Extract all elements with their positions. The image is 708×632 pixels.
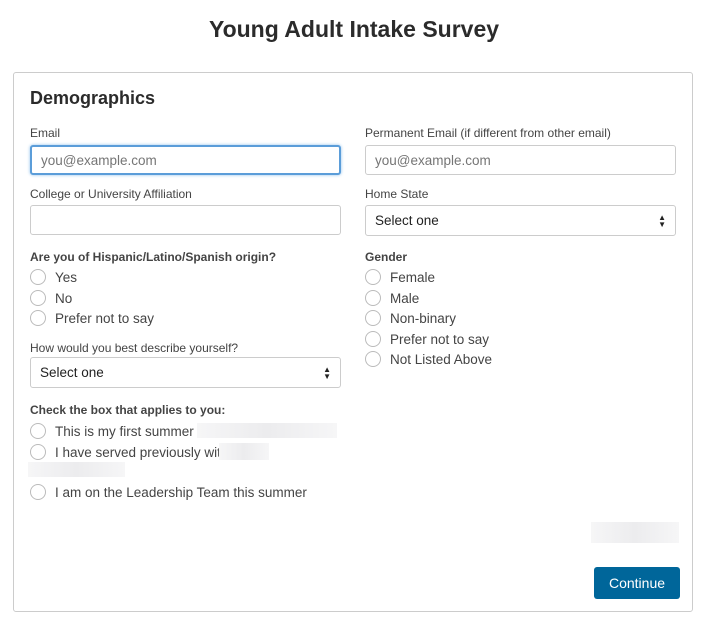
- college-input[interactable]: [30, 205, 341, 235]
- option-label: Not Listed Above: [390, 351, 493, 367]
- gender-option-female[interactable]: Female: [365, 269, 435, 285]
- hispanic-label: Are you of Hispanic/Latino/Spanish origi…: [30, 250, 277, 264]
- applies-option-leadership[interactable]: I am on the Leadership Team this summer: [30, 484, 307, 500]
- permanent-email-label: Permanent Email (if different from other…: [365, 126, 611, 140]
- radio-icon: [365, 290, 381, 306]
- radio-icon: [30, 484, 46, 500]
- college-label: College or University Affiliation: [30, 187, 192, 201]
- option-label: No: [55, 290, 73, 306]
- redacted-text: [219, 443, 269, 460]
- select-arrows-icon: ▲ ▼: [323, 364, 331, 381]
- radio-icon: [30, 310, 46, 326]
- radio-icon: [365, 331, 381, 347]
- applies-label: Check the box that applies to you:: [30, 403, 226, 417]
- option-label: I have served previously with: [55, 444, 229, 460]
- permanent-email-input[interactable]: [365, 145, 676, 175]
- option-label: Yes: [55, 269, 78, 285]
- radio-icon: [30, 269, 46, 285]
- option-label: Prefer not to say: [55, 310, 155, 326]
- email-label: Email: [30, 126, 61, 140]
- redacted-text: [28, 462, 125, 477]
- radio-icon: [30, 290, 46, 306]
- describe-label: How would you best describe yourself?: [30, 341, 239, 355]
- redacted-text: [197, 423, 337, 438]
- page-title: Young Adult Intake Survey: [208, 16, 500, 42]
- home-state-label: Home State: [365, 187, 429, 201]
- radio-icon: [365, 351, 381, 367]
- home-state-select[interactable]: Select one ▲ ▼: [365, 205, 676, 236]
- option-label: Male: [390, 290, 420, 306]
- gender-label: Gender: [365, 250, 408, 264]
- radio-icon: [30, 423, 46, 439]
- form-card: [13, 72, 693, 612]
- radio-icon: [365, 310, 381, 326]
- applies-option-served-previously[interactable]: I have served previously with: [30, 444, 228, 460]
- gender-option-prefer-not[interactable]: Prefer not to say: [365, 331, 489, 347]
- describe-value: Select one: [40, 365, 104, 380]
- option-label: Female: [390, 269, 436, 285]
- select-arrows-icon: ▲ ▼: [658, 212, 666, 229]
- hispanic-option-no[interactable]: No: [30, 290, 72, 306]
- gender-option-non-binary[interactable]: Non-binary: [365, 310, 456, 326]
- redacted-text: [591, 522, 679, 543]
- option-label: Non-binary: [390, 310, 457, 326]
- radio-icon: [30, 444, 46, 460]
- option-label: This is my first summer at: [55, 423, 209, 439]
- hispanic-option-yes[interactable]: Yes: [30, 269, 77, 285]
- describe-select[interactable]: Select one ▲ ▼: [30, 357, 341, 388]
- gender-option-male[interactable]: Male: [365, 290, 419, 306]
- home-state-value: Select one: [375, 213, 439, 228]
- continue-button[interactable]: Continue: [594, 567, 680, 599]
- radio-icon: [365, 269, 381, 285]
- gender-option-not-listed[interactable]: Not Listed Above: [365, 351, 492, 367]
- option-label: I am on the Leadership Team this summer: [55, 484, 307, 500]
- hispanic-option-prefer-not[interactable]: Prefer not to say: [30, 310, 154, 326]
- email-input[interactable]: [30, 145, 341, 175]
- section-title: Demographics: [30, 88, 156, 108]
- applies-option-first-summer[interactable]: This is my first summer at: [30, 423, 209, 439]
- option-label: Prefer not to say: [390, 331, 490, 347]
